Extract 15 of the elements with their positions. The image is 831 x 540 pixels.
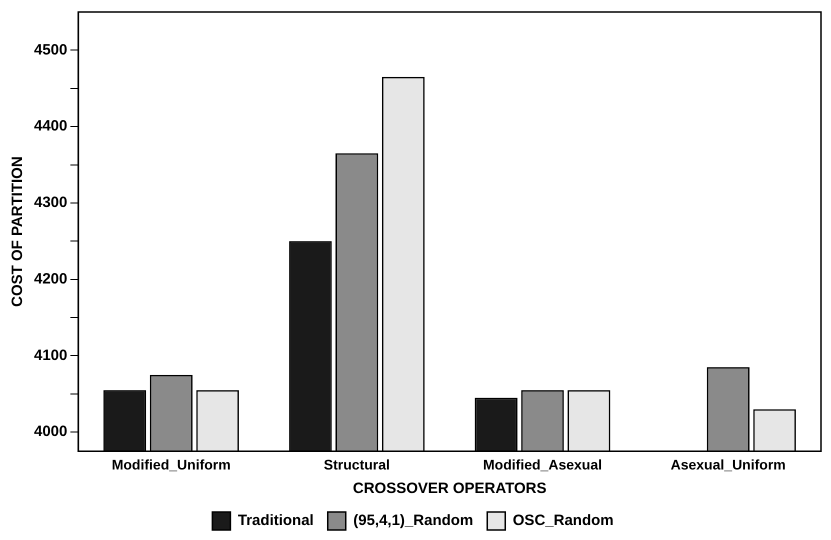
y-tick-label: 4300 — [34, 194, 68, 212]
legend-label: OSC_Random — [512, 512, 614, 530]
x-tick-label: Modified_Uniform — [112, 456, 231, 472]
y-tick-label: 4400 — [34, 118, 68, 135]
x-tick-label: Asexual_Uniform — [670, 456, 786, 472]
x-tick-label: Modified_Asexual — [483, 456, 602, 472]
y-tick-label: 4500 — [34, 41, 68, 58]
y-tick-label: 4200 — [34, 270, 68, 288]
y-tick-label: 4000 — [34, 423, 68, 440]
legend-label: (95,4,1)_Random — [353, 512, 474, 530]
y-axis-title: COST OF PARTITION — [9, 156, 26, 307]
x-axis-title: CROSSOVER OPERATORS — [352, 480, 547, 498]
legend-label: Traditional — [238, 512, 314, 530]
x-tick-label: Structural — [324, 456, 390, 472]
y-tick-label: 4100 — [34, 346, 68, 364]
